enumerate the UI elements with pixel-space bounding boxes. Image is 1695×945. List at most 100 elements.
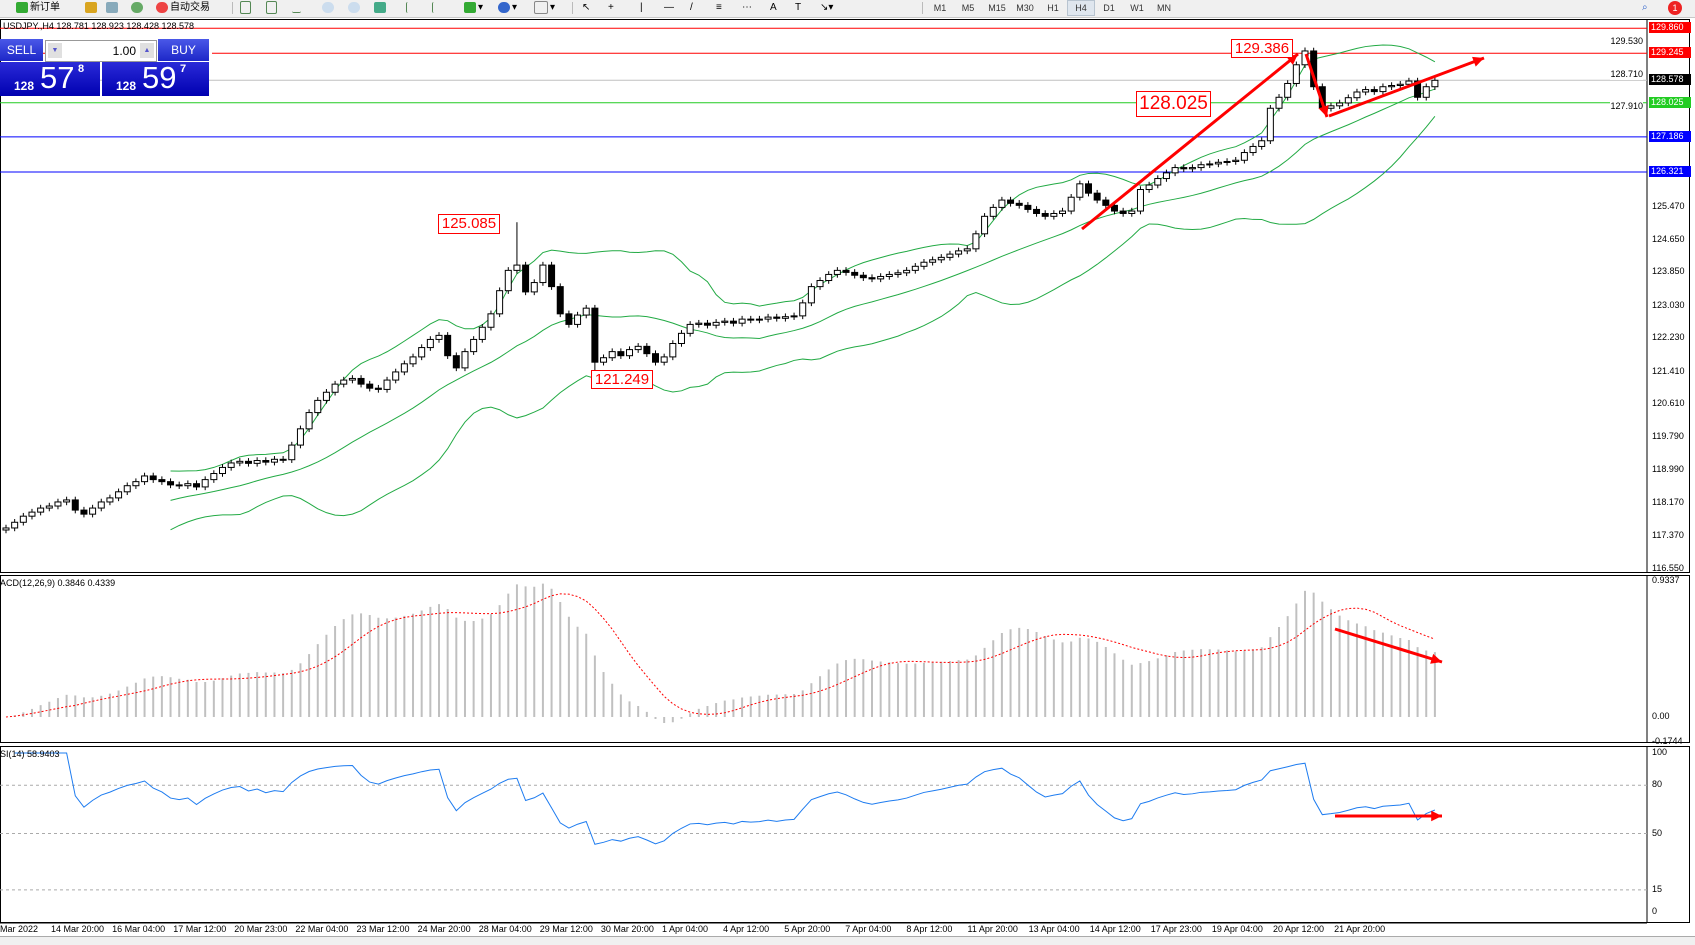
- zoom-in-button[interactable]: [322, 1, 336, 15]
- chart-title: USDJPY.,H4 128.781 128.923 128.428 128.5…: [3, 21, 194, 31]
- candle-bearish: [374, 387, 382, 390]
- text-button[interactable]: A: [770, 1, 777, 15]
- buy-button[interactable]: BUY: [158, 39, 209, 61]
- cursor-button[interactable]: ↖: [582, 1, 590, 15]
- candle-bearish: [1033, 208, 1041, 214]
- zoom-out-button[interactable]: [348, 1, 362, 15]
- templates-button[interactable]: ▾: [534, 1, 555, 15]
- candle-bullish: [1327, 105, 1335, 109]
- timeframe-m5[interactable]: M5: [961, 3, 975, 13]
- auto-trading-icon: [156, 1, 168, 13]
- vertical-line-button[interactable]: |: [640, 1, 643, 15]
- lot-value[interactable]: 1.00: [112, 44, 136, 58]
- rsi-line: [14, 752, 1436, 845]
- trend-arrow-up: [1081, 52, 1299, 231]
- auto-trading-button[interactable]: 自动交易: [156, 1, 210, 15]
- bar-chart-button[interactable]: [240, 1, 253, 15]
- candle-bullish: [1275, 96, 1283, 109]
- sell-price[interactable]: 128 57 8: [0, 60, 100, 96]
- time-tick-label: 24 Mar 20:00: [417, 924, 471, 934]
- candle-bullish: [1431, 79, 1439, 88]
- candle-bullish: [894, 272, 902, 275]
- candle-bullish: [816, 280, 824, 288]
- macd-label: ACD(12,26,9) 0.3846 0.4339: [0, 578, 116, 588]
- sell-button[interactable]: SELL: [0, 39, 43, 61]
- candle-bearish: [452, 355, 460, 369]
- market-watch-button[interactable]: [85, 1, 99, 15]
- candle-bullish: [54, 501, 62, 507]
- candle-bullish: [1336, 102, 1344, 107]
- tile-windows-button[interactable]: [374, 1, 388, 15]
- time-tick-label: 17 Mar 12:00: [173, 924, 227, 934]
- candle-bullish: [236, 460, 244, 464]
- candle-bullish: [1050, 212, 1058, 217]
- chart-tabs-bar: [0, 936, 1695, 945]
- horizontal-line-button[interactable]: —: [664, 1, 674, 15]
- time-tick-label: 22 Mar 04:00: [295, 924, 349, 934]
- candle-chart-button[interactable]: [266, 1, 279, 15]
- annotation-high-125085[interactable]: 125.085: [438, 214, 500, 234]
- history-button[interactable]: [106, 1, 120, 15]
- line-chart-button[interactable]: [292, 1, 303, 15]
- time-tick-label: 19 Apr 04:00: [1211, 924, 1263, 934]
- search-button[interactable]: ⌕: [1642, 1, 1648, 15]
- candle-bullish: [686, 323, 694, 334]
- candle-bullish: [1076, 183, 1084, 198]
- periods-button[interactable]: ▾: [498, 1, 517, 15]
- lot-decrease-icon[interactable]: ▼: [48, 43, 62, 58]
- candle-bearish: [1041, 212, 1049, 217]
- timeframe-m30[interactable]: M30: [1016, 3, 1034, 13]
- notification-badge[interactable]: 1: [1668, 1, 1682, 15]
- annotation-low-121249[interactable]: 121.249: [591, 370, 653, 389]
- candle-bullish: [461, 351, 469, 369]
- price-tick-label: 128.710: [1610, 68, 1643, 80]
- candle-bearish: [851, 271, 859, 276]
- candle-bullish: [1353, 91, 1361, 99]
- gold-icon: [85, 1, 97, 13]
- candle-bullish: [600, 357, 608, 363]
- signals-button[interactable]: [131, 1, 145, 15]
- trend-arrow-rise-head: [1472, 56, 1484, 67]
- text-label-button[interactable]: T: [795, 1, 801, 15]
- fibonacci-button[interactable]: ⋯: [742, 1, 752, 15]
- candle-bullish: [903, 269, 911, 274]
- price-level-tag: 127.186: [1649, 130, 1691, 142]
- candle-bullish: [946, 253, 954, 258]
- timeframe-h4[interactable]: H4: [1067, 0, 1095, 16]
- timeframe-d1[interactable]: D1: [1103, 3, 1115, 13]
- new-order-button[interactable]: 新订单: [16, 1, 60, 15]
- auto-scroll-button[interactable]: [406, 1, 418, 15]
- candle-bearish: [71, 499, 79, 511]
- macd-divergence-arrow: [1334, 627, 1443, 664]
- channel-button[interactable]: ≡: [716, 1, 722, 15]
- pane-frame-2: [0, 746, 1690, 923]
- time-tick-label: 11 Apr 20:00: [967, 924, 1018, 934]
- pane-frame-1: [0, 575, 1690, 743]
- timeframe-m15[interactable]: M15: [988, 3, 1006, 13]
- buy-price[interactable]: 128 59 7: [102, 60, 209, 96]
- crosshair-button[interactable]: +: [608, 1, 614, 15]
- candle-bearish: [868, 277, 876, 280]
- candle-bullish: [340, 379, 348, 385]
- annotation-high-129386[interactable]: 129.386: [1231, 39, 1293, 58]
- candle-bearish: [1180, 167, 1188, 170]
- crosshair-icon: +: [608, 2, 614, 13]
- lot-size-input[interactable]: ▼ 1.00 ▲: [45, 40, 157, 62]
- trendline-button[interactable]: /: [690, 1, 693, 15]
- chart-shift-button[interactable]: [432, 1, 444, 15]
- history-icon: [106, 1, 118, 13]
- arrows-button[interactable]: ↘▾: [820, 1, 833, 15]
- candle-bullish: [1240, 152, 1248, 161]
- timeframe-w1[interactable]: W1: [1130, 3, 1144, 13]
- candle-bullish: [1188, 167, 1196, 170]
- timeframe-m1[interactable]: M1: [933, 3, 947, 13]
- candle-bullish: [608, 351, 616, 359]
- indicators-button[interactable]: ▾: [464, 1, 483, 15]
- annotation-level-128025[interactable]: 128.025: [1136, 91, 1211, 117]
- timeframe-h1[interactable]: H1: [1047, 3, 1059, 13]
- candle-bullish: [63, 499, 71, 503]
- timeframe-mn[interactable]: MN: [1157, 3, 1171, 13]
- lot-increase-icon[interactable]: ▲: [140, 43, 154, 58]
- candle-bearish: [1024, 204, 1032, 210]
